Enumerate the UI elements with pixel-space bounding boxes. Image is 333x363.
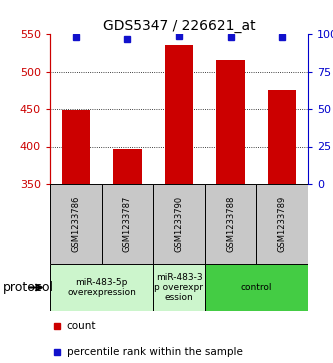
FancyBboxPatch shape [205, 184, 256, 264]
Bar [216, 60, 245, 184]
Text: GSM1233787: GSM1233787 [123, 196, 132, 252]
Text: protocol: protocol [3, 281, 54, 294]
Bar [268, 90, 296, 184]
Title: GDS5347 / 226621_at: GDS5347 / 226621_at [103, 19, 255, 33]
Bar [50, 264, 153, 311]
Text: GSM1233786: GSM1233786 [71, 196, 80, 252]
Text: percentile rank within the sample: percentile rank within the sample [67, 347, 242, 356]
FancyBboxPatch shape [102, 184, 153, 264]
Bar [153, 264, 205, 311]
Text: miR-483-5p
overexpression: miR-483-5p overexpression [67, 278, 136, 297]
Bar [62, 110, 90, 184]
Bar [165, 45, 193, 184]
Text: control: control [241, 283, 272, 292]
FancyBboxPatch shape [256, 184, 308, 264]
FancyBboxPatch shape [153, 184, 205, 264]
Bar [205, 264, 308, 311]
Text: count: count [67, 321, 96, 331]
Text: GSM1233788: GSM1233788 [226, 196, 235, 252]
Text: GSM1233789: GSM1233789 [278, 196, 287, 252]
FancyBboxPatch shape [50, 184, 102, 264]
Text: miR-483-3
p overexpr
ession: miR-483-3 p overexpr ession [155, 273, 203, 302]
Text: GSM1233790: GSM1233790 [174, 196, 183, 252]
Bar [113, 149, 142, 184]
